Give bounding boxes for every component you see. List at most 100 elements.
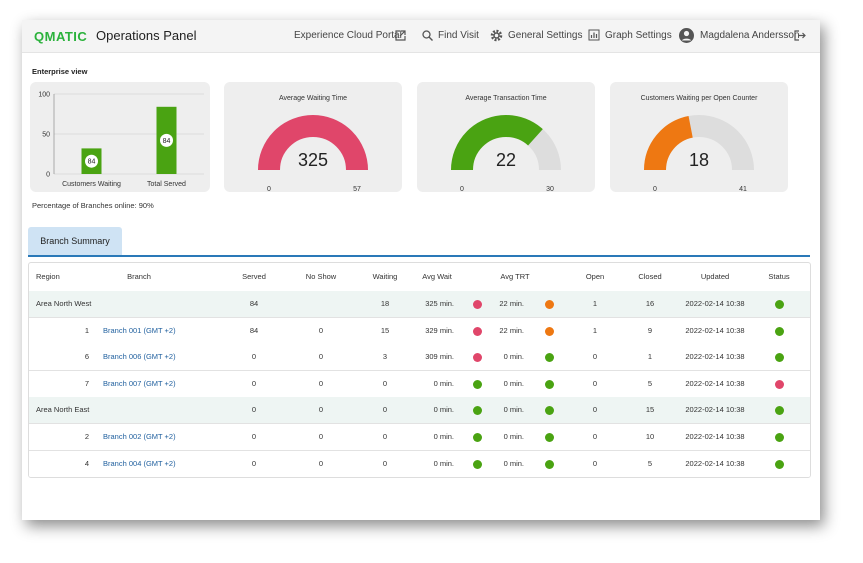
served: 0 (251, 378, 257, 388)
graph-icon (588, 29, 600, 41)
gauge-card: Customers Waiting per Open Counter 18 0 41 (610, 82, 788, 193)
avg-trt: 0 min. (503, 378, 524, 388)
no-show: 0 (318, 352, 324, 362)
column-header: Branch (127, 272, 151, 281)
branch-row: 4 Branch 004 (GMT +2) 0 0 0 0 min. 0 min. 0 5 202… (29, 450, 810, 477)
status-dot (545, 353, 554, 363)
gauge-max: 30 (546, 186, 554, 192)
nav-link[interactable]: Find Visit (438, 30, 479, 41)
value-label-bg (160, 133, 173, 147)
avg-wait: 0 min. (433, 405, 454, 415)
status-dot (775, 406, 784, 416)
status-dot (775, 379, 784, 389)
open: 0 (592, 378, 598, 388)
branch-row: 2 Branch 002 (GMT +2) 0 0 0 0 min. 0 min. 0 10 20… (29, 424, 810, 451)
branch-link[interactable]: Branch 004 (GMT +2) (103, 458, 176, 468)
gauge-title: Customers Waiting per Open Counter (641, 95, 759, 102)
waiting: 0 (382, 458, 388, 468)
column-header: Status (768, 272, 790, 281)
value-label-bg (85, 154, 98, 168)
updated: 2022-02-14 10:38 (685, 378, 745, 388)
branch-row: 1 Branch 001 (GMT +2) 84 0 15 329 min. 22 min.… (29, 317, 810, 345)
nav-link[interactable]: Experience Cloud Portal (294, 30, 402, 41)
group-row: Area North West 84 18 325 min. 22 min. 1 16 202… (29, 291, 810, 318)
open: 0 (592, 352, 598, 362)
open: 1 (592, 299, 598, 308)
avg-trt: 0 min. (503, 352, 524, 362)
value-label: 84 (88, 159, 96, 166)
no-show: 0 (318, 458, 324, 468)
logout-icon[interactable] (794, 30, 806, 41)
avg-wait: 325 min. (425, 299, 454, 308)
status-dot (473, 406, 482, 416)
gauge-min: 0 (460, 186, 464, 192)
column-header: Open (585, 272, 605, 281)
x-tick-label: Total Served (147, 181, 186, 188)
closed: 1 (647, 352, 653, 362)
status-dot (775, 459, 784, 469)
status-dot (775, 433, 784, 442)
search-icon (422, 30, 433, 41)
column-header: Updated (700, 272, 730, 281)
nav-link[interactable]: General Settings (508, 30, 583, 41)
closed: 15 (645, 405, 655, 415)
gauge-max: 57 (353, 186, 361, 192)
avg-wait: 0 min. (433, 432, 454, 441)
served: 0 (251, 458, 257, 468)
gauge-title: Average Waiting Time (279, 95, 347, 102)
updated: 2022-02-14 10:38 (685, 432, 745, 441)
y-tick-label: 50 (42, 132, 50, 139)
open: 1 (592, 325, 598, 335)
served: 84 (249, 325, 259, 335)
open: 0 (592, 405, 598, 415)
status-dot (473, 300, 482, 309)
updated: 2022-02-14 10:38 (685, 352, 745, 362)
y-tick-label: 100 (38, 92, 50, 99)
no-show: 0 (318, 405, 324, 415)
nav-link[interactable]: Graph Settings (605, 30, 672, 41)
no-show: 0 (318, 432, 324, 441)
waiting: 0 (382, 378, 388, 388)
branch-index: 2 (84, 432, 89, 441)
column-header: Region (36, 272, 60, 281)
closed: 16 (645, 299, 655, 308)
status-dot (473, 433, 482, 442)
branches-online: Percentage of Branches online: 90% (32, 201, 154, 210)
branch-link[interactable]: Branch 007 (GMT +2) (103, 378, 176, 388)
branch-link[interactable]: Branch 001 (GMT +2) (103, 325, 176, 335)
waiting: 3 (382, 352, 388, 362)
value-label: 84 (163, 138, 171, 145)
gauge: Average Transaction Time 22 0 30 (451, 95, 561, 193)
avg-wait: 309 min. (425, 352, 454, 362)
status-dot (473, 353, 482, 363)
status-dot (545, 326, 554, 336)
region: Area North West (36, 299, 92, 308)
gauge-value: 18 (689, 150, 709, 170)
closed: 5 (647, 378, 653, 388)
gauge-card: Average Waiting Time 325 0 57 (224, 82, 402, 193)
gauge-title: Average Transaction Time (465, 95, 546, 102)
updated: 2022-02-14 10:38 (685, 458, 745, 468)
branch-index: 6 (84, 352, 89, 362)
y-tick-label: 0 (46, 172, 50, 179)
branch-link[interactable]: Branch 006 (GMT +2) (103, 352, 176, 362)
column-header: Avg TRT (500, 272, 530, 281)
region: Area North East (36, 405, 90, 415)
column-header: No Show (305, 272, 337, 281)
branch-row: 6 Branch 006 (GMT +2) 0 0 3 309 min. 0 min. 0 1 2… (29, 344, 810, 372)
closed: 5 (647, 458, 653, 468)
served: 0 (251, 352, 257, 362)
column-header: Avg Wait (422, 272, 452, 281)
no-show: 0 (318, 378, 324, 388)
updated: 2022-02-14 10:38 (685, 325, 745, 335)
status-dot (545, 300, 554, 309)
user-name[interactable]: Magdalena Andersson (700, 30, 800, 41)
avg-trt: 22 min. (499, 299, 524, 308)
served: 84 (249, 299, 259, 308)
closed: 9 (647, 325, 653, 335)
gauge-fill (258, 115, 368, 171)
branch-table: Region Branch Served No Show Waiting Avg Wait… (28, 262, 811, 478)
tab[interactable]: Branch Summary (28, 227, 122, 256)
branch-link[interactable]: Branch 002 (GMT +2) (103, 432, 176, 441)
avg-trt: 22 min. (499, 325, 524, 335)
